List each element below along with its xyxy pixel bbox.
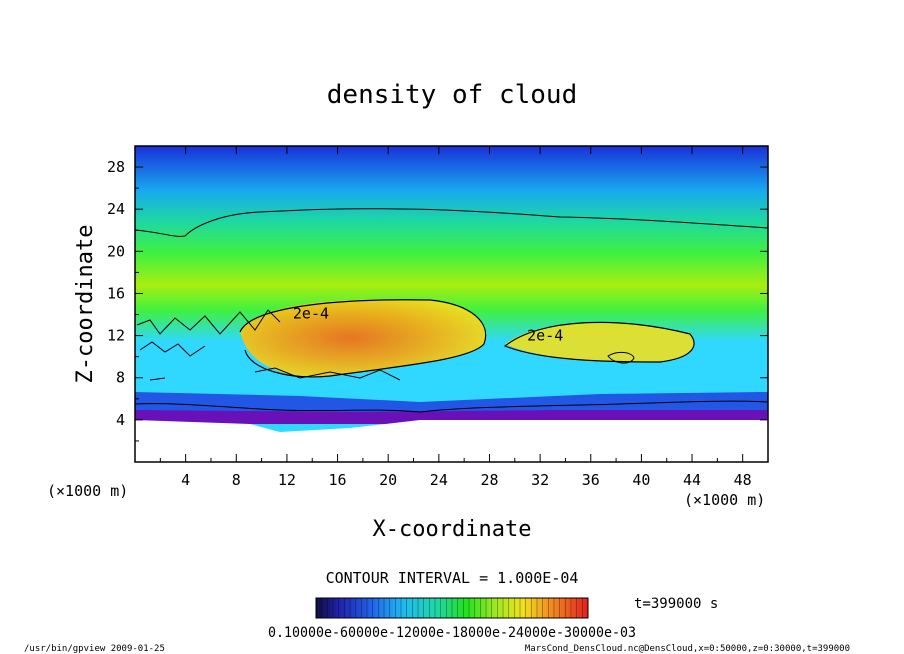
footer-left: /usr/bin/gpview 2009-01-25 — [24, 644, 165, 654]
plot-frame — [134, 145, 769, 463]
y-tick-label: 16 — [107, 284, 125, 302]
y-tick-label: 28 — [107, 158, 125, 176]
x-tick-label: 48 — [734, 471, 752, 489]
contour-line-lower — [135, 400, 768, 413]
x-tick-label: 4 — [181, 471, 190, 489]
y-axis-label: Z-coordinate — [73, 225, 98, 384]
y-tick-label: 12 — [107, 327, 125, 345]
warm-core-right — [505, 322, 695, 362]
y-tick-label: 8 — [116, 369, 125, 387]
x-tick-label: 20 — [379, 471, 397, 489]
contour-line-left-cloud — [239, 299, 487, 378]
contour-label: 2e-4 — [527, 327, 563, 345]
x-tick-label: 44 — [683, 471, 701, 489]
warm-core-left — [240, 299, 486, 377]
x-tick-label: 24 — [430, 471, 448, 489]
contour-interval-label: CONTOUR INTERVAL = 1.000E-04 — [326, 569, 579, 587]
colorbar-labels: 0.10000e-60000e-12000e-18000e-24000e-300… — [268, 625, 636, 641]
heatmap-field — [135, 146, 768, 462]
time-label: t=399000 s — [634, 596, 718, 612]
x-tick-label: 12 — [278, 471, 296, 489]
contour-labels: 2e-4 2e-4 — [293, 304, 563, 344]
x-tick-label: 36 — [582, 471, 600, 489]
colorbar-ticks — [321, 598, 583, 618]
x-tick-label: 16 — [329, 471, 347, 489]
x-axis-ticks: 4 8 12 16 20 24 28 32 36 40 44 48 — [159, 146, 752, 489]
x-tick-label: 32 — [531, 471, 549, 489]
contour-line-right-cell — [607, 351, 635, 364]
contour-label: 2e-4 — [293, 304, 329, 322]
y-axis-ticks: 4 8 12 16 20 24 28 — [107, 158, 768, 442]
contour-line-upper — [135, 208, 768, 237]
x-tick-label: 28 — [480, 471, 498, 489]
y-tick-label: 4 — [116, 411, 125, 429]
y-axis-unit: (×1000 m) — [47, 482, 128, 500]
empty-region — [135, 420, 768, 462]
chart-title: density of cloud — [327, 80, 577, 110]
x-tick-label: 40 — [632, 471, 650, 489]
y-tick-label: 24 — [107, 200, 125, 218]
x-tick-label: 8 — [232, 471, 241, 489]
y-tick-label: 20 — [107, 242, 125, 260]
contour-line-ragged-left — [136, 309, 401, 381]
footer-right: MarsCond_DensCloud.nc@DensCloud,x=0:5000… — [525, 644, 850, 654]
contour-line-right-cloud — [503, 321, 695, 363]
x-axis-unit: (×1000 m) — [684, 491, 765, 509]
x-axis-label: X-coordinate — [373, 517, 532, 542]
